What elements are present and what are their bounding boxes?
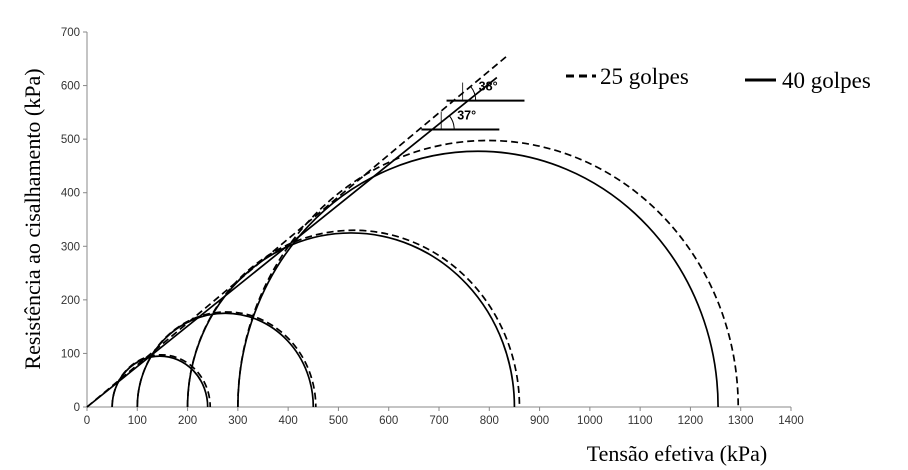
x-tick-label: 900 — [530, 415, 549, 427]
x-axis-title: Tensão efetiva (kPa) — [587, 441, 768, 466]
angle-arc-1 — [470, 86, 477, 101]
y-tick-label: 200 — [61, 295, 80, 307]
x-tick-label: 500 — [329, 415, 348, 427]
x-tick-label: 600 — [379, 415, 398, 427]
tick-labels: 0 100 200 300 400 500 600 700 800 900 1000 1100 1200… — [61, 27, 804, 427]
angle-label-1: 38° — [479, 80, 498, 94]
failure-envelope-series-2 — [86, 76, 498, 408]
angle-label-2: 37° — [457, 109, 476, 123]
angle-arc-2 — [448, 115, 455, 130]
x-tick-label: 1300 — [728, 415, 754, 427]
x-tick-label: 400 — [279, 415, 298, 427]
x-tick-label: 1100 — [628, 415, 653, 427]
mohr-circle-series-1-2 — [136, 311, 317, 408]
x-tick-label: 700 — [429, 415, 448, 427]
x-tick-label: 100 — [128, 415, 147, 427]
mohr-circle-series-1-4 — [237, 139, 740, 408]
y-tick-label: 100 — [61, 348, 80, 360]
y-axis-title: Resistência ao cisalhamento (kPa) — [20, 68, 45, 369]
axes — [83, 31, 792, 411]
failure-envelope-series-1 — [86, 55, 508, 408]
y-tick-label: 500 — [61, 134, 80, 146]
mohr-circle-series-2-2 — [136, 312, 315, 408]
mohr-circle-series-2-3 — [186, 232, 516, 408]
x-tick-label: 0 — [84, 415, 90, 427]
x-tick-label: 1400 — [778, 415, 804, 427]
x-tick-label: 300 — [228, 415, 247, 427]
y-tick-label: 700 — [61, 27, 80, 39]
legend-label-series-2: 40 golpes — [782, 68, 871, 93]
x-tick-label: 1000 — [577, 415, 603, 427]
mohr-circle-series-2-4 — [237, 150, 719, 408]
angle-annotations: 38° 37° — [421, 80, 525, 131]
y-tick-label: 600 — [61, 81, 80, 93]
x-tick-label: 200 — [178, 415, 197, 427]
mohr-circle-series-1-1 — [111, 354, 212, 408]
y-tick-label: 300 — [61, 241, 80, 253]
x-tick-label: 800 — [480, 415, 499, 427]
legend-label-series-1: 25 golpes — [600, 64, 689, 89]
y-tick-label: 0 — [74, 402, 80, 414]
mohr-circle-series-2-1 — [111, 355, 209, 408]
plot-marks — [86, 55, 740, 408]
mohr-circle-series-1-3 — [186, 229, 521, 408]
x-tick-label: 1200 — [678, 415, 704, 427]
y-tick-label: 400 — [61, 188, 80, 200]
legend: 25 golpes 40 golpes — [566, 64, 871, 93]
